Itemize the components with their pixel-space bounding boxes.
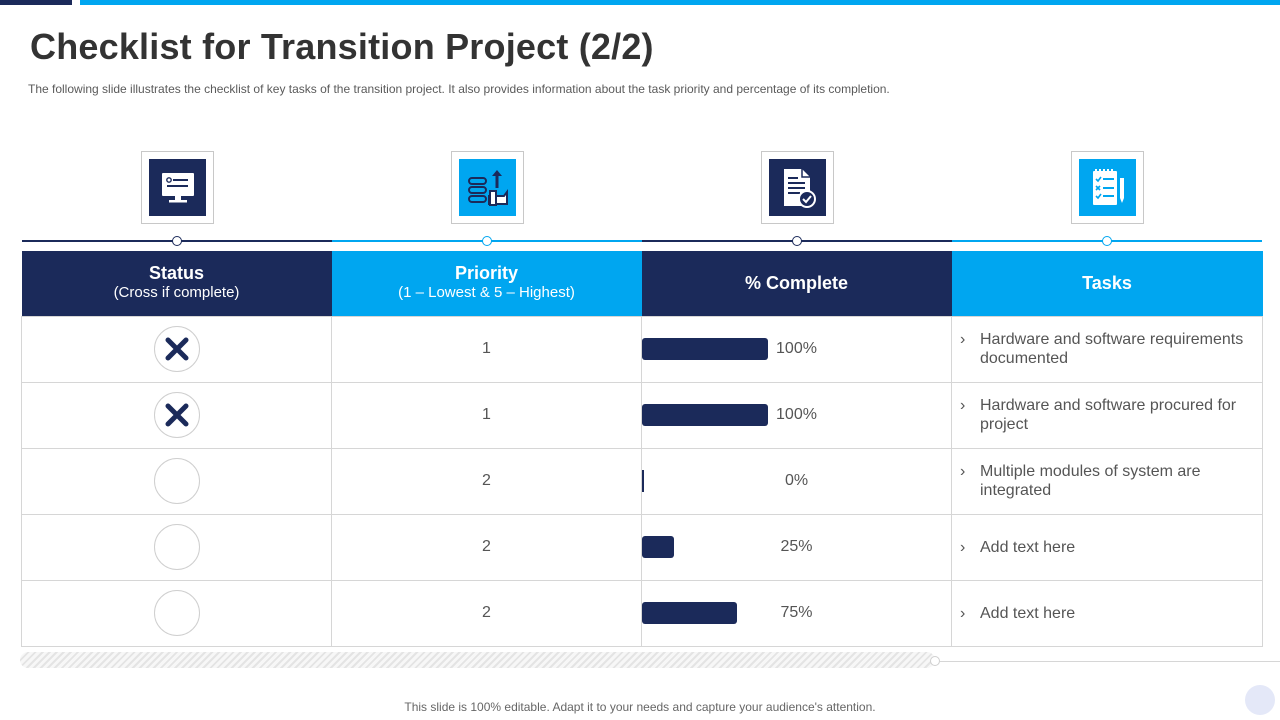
decorative-hatch-bar	[20, 652, 935, 668]
priority-cell: 2	[331, 513, 642, 581]
top-accent-bar-dark	[0, 0, 72, 5]
progress-bar	[642, 535, 674, 558]
percent-label: 25%	[780, 537, 813, 555]
page-subtitle: The following slide illustrates the chec…	[28, 82, 890, 96]
table-row: 1 100% › Hardware and software requiremen…	[21, 315, 1263, 383]
table-header-row: Status (Cross if complete) Priority (1 –…	[21, 251, 1263, 316]
decorative-corner-circle	[1245, 685, 1275, 715]
task-item: › Hardware and software procured for proj…	[952, 396, 1262, 434]
cross-icon	[165, 337, 188, 361]
status-icon-tile	[141, 151, 214, 224]
complete-icon-tile	[761, 151, 834, 224]
timeline-dot	[1102, 236, 1112, 246]
priority-cell: 1	[331, 315, 642, 383]
checklist-icon	[1092, 168, 1124, 205]
percent-label: 75%	[780, 603, 813, 621]
task-text: Multiple modules of system are integrate…	[980, 463, 1201, 499]
checklist-table: Status (Cross if complete) Priority (1 –…	[21, 251, 1263, 647]
task-item: › Add text here	[952, 604, 1262, 623]
task-text: Add text here	[980, 604, 1076, 622]
timeline-dot	[482, 236, 492, 246]
task-item: › Multiple modules of system are integrat…	[952, 462, 1262, 500]
task-item: › Add text here	[952, 538, 1262, 557]
chevron-right-icon: ›	[960, 604, 966, 622]
chevron-right-icon: ›	[960, 397, 966, 414]
priority-cell: 2	[331, 447, 642, 515]
chevron-right-icon: ›	[960, 538, 966, 556]
progress-bar	[642, 601, 737, 624]
task-item: › Hardware and software requirements docu…	[952, 330, 1262, 368]
timeline-dot	[172, 236, 182, 246]
table-row: 2 75% › Add text here	[21, 579, 1263, 647]
footer-note: This slide is 100% editable. Adapt it to…	[404, 700, 876, 714]
tasks-icon-tile	[1071, 151, 1144, 224]
monitor-icon	[161, 172, 194, 202]
decorative-dot	[930, 656, 940, 666]
status-checkbox[interactable]	[153, 326, 200, 372]
priority-list-icon	[467, 169, 508, 206]
status-checkbox[interactable]	[153, 392, 200, 438]
progress-bar	[642, 337, 768, 360]
top-accent-bar-blue	[80, 0, 1280, 5]
status-checkbox[interactable]	[153, 524, 200, 570]
table-row: 2 25% › Add text here	[21, 513, 1263, 581]
header-status: Status (Cross if complete)	[21, 251, 332, 316]
task-text: Hardware and software requirements docum…	[980, 331, 1244, 367]
table-row: 1 100% › Hardware and software procured f…	[21, 381, 1263, 449]
table-row: 2 0% › Multiple modules of system are int…	[21, 447, 1263, 515]
header-percent-complete: % Complete	[641, 251, 952, 316]
chevron-right-icon: ›	[960, 331, 966, 348]
document-check-icon	[783, 168, 816, 208]
priority-cell: 1	[331, 381, 642, 449]
status-checkbox[interactable]	[153, 590, 200, 636]
task-text: Add text here	[980, 538, 1076, 556]
progress-bar	[642, 469, 644, 492]
priority-cell: 2	[331, 579, 642, 647]
progress-bar	[642, 403, 768, 426]
header-priority: Priority (1 – Lowest & 5 – Highest)	[331, 251, 642, 316]
chevron-right-icon: ›	[960, 463, 966, 480]
cross-icon	[165, 403, 188, 427]
timeline-dot	[792, 236, 802, 246]
percent-label: 100%	[776, 405, 817, 423]
percent-label: 100%	[776, 339, 817, 357]
decorative-line	[940, 661, 1280, 662]
percent-label: 0%	[784, 471, 809, 489]
header-tasks: Tasks	[951, 251, 1263, 316]
page-title: Checklist for Transition Project (2/2)	[30, 26, 654, 67]
task-text: Hardware and software procured for proje…	[980, 397, 1237, 433]
status-checkbox[interactable]	[153, 458, 200, 504]
priority-icon-tile	[451, 151, 524, 224]
